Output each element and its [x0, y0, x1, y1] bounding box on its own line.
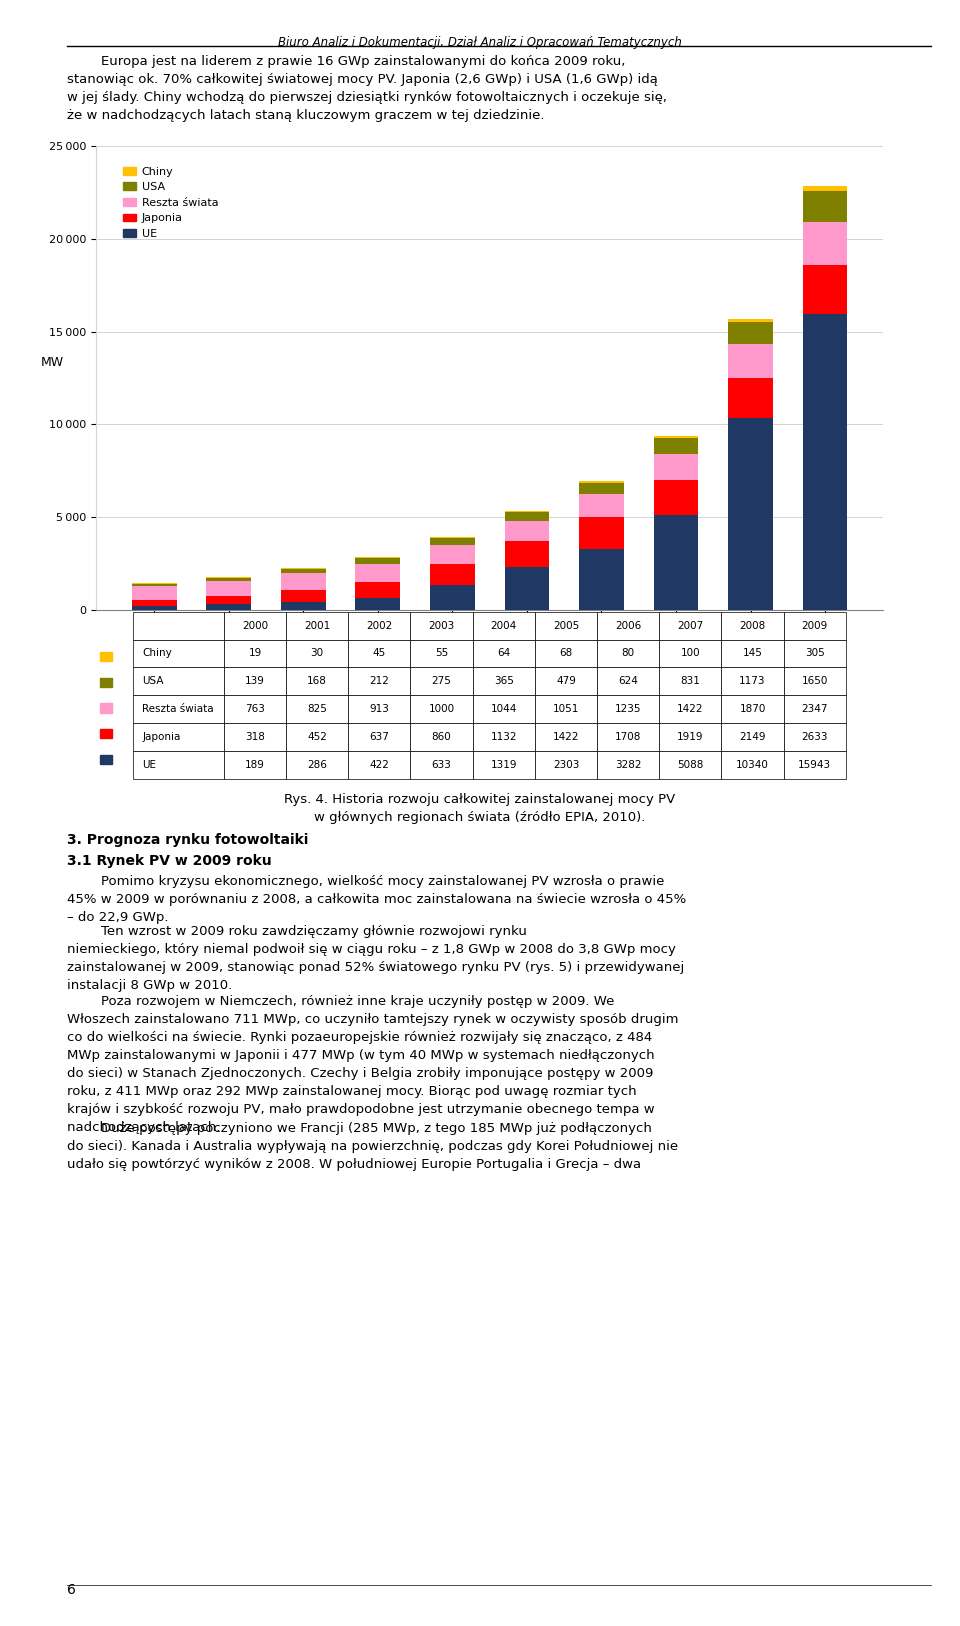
Bar [355, 564, 400, 582]
Bar [132, 600, 177, 606]
Text: Rys. 4. Historia rozwoju całkowitej zainstalowanej mocy PV
w głównych regionach : Rys. 4. Historia rozwoju całkowitej zain… [284, 793, 676, 824]
Bar [132, 606, 177, 610]
Bar [281, 602, 325, 610]
Bar [100, 728, 111, 738]
Bar [803, 221, 848, 265]
Text: Biuro Analiz i Dokumentacji, Dział Analiz i Opracowań Tematycznych: Biuro Analiz i Dokumentacji, Dział Anali… [278, 36, 682, 49]
Bar [654, 480, 698, 515]
Bar [281, 574, 325, 590]
Bar [281, 590, 325, 602]
Bar [728, 418, 773, 610]
Text: Europa jest na liderem z prawie 16 GWp zainstalowanymi do końca 2009 roku,
stano: Europa jest na liderem z prawie 16 GWp z… [67, 55, 667, 122]
Bar [803, 185, 848, 192]
Bar [281, 569, 325, 574]
Bar [430, 564, 474, 585]
Bar [100, 652, 111, 662]
Bar [654, 437, 698, 454]
Text: 3. Prognoza rynku fotowoltaiki: 3. Prognoza rynku fotowoltaiki [67, 833, 308, 847]
Text: 3.1 Rynek PV w 2009 roku: 3.1 Rynek PV w 2009 roku [67, 854, 272, 868]
Bar [132, 587, 177, 600]
Bar [579, 494, 624, 517]
Text: Duże postępy poczyniono we Francji (285 MWp, z tego 185 MWp już podłączonych
do : Duże postępy poczyniono we Francji (285 … [67, 1122, 679, 1171]
Bar [355, 582, 400, 598]
Text: Ten wzrost w 2009 roku zawdzięczamy głównie rozwojowi rynku
niemieckiego, który : Ten wzrost w 2009 roku zawdzięczamy głów… [67, 925, 684, 992]
Y-axis label: MW: MW [41, 356, 64, 369]
Bar [430, 585, 474, 610]
Bar [654, 454, 698, 480]
Text: 6: 6 [67, 1582, 76, 1597]
Bar [505, 522, 549, 541]
Bar [579, 483, 624, 494]
Bar [430, 545, 474, 564]
Bar [803, 314, 848, 610]
Bar [803, 265, 848, 314]
Bar [132, 584, 177, 587]
Bar [728, 379, 773, 418]
Bar [206, 580, 252, 597]
Bar [654, 436, 698, 437]
Bar [579, 550, 624, 610]
Bar [100, 678, 111, 686]
Text: Pomimo kryzysu ekonomicznego, wielkość mocy zainstalowanej PV wzrosła o prawie
4: Pomimo kryzysu ekonomicznego, wielkość m… [67, 875, 686, 924]
Bar [355, 598, 400, 610]
Bar [505, 512, 549, 522]
Bar [579, 517, 624, 550]
Bar [505, 567, 549, 610]
Bar [206, 577, 252, 580]
Bar [206, 597, 252, 605]
Bar [355, 558, 400, 564]
Bar [430, 538, 474, 545]
Bar [206, 605, 252, 610]
Text: Poza rozwojem w Niemczech, również inne kraje uczyniły postęp w 2009. We
Włoszec: Poza rozwojem w Niemczech, również inne … [67, 995, 679, 1133]
Bar [728, 319, 773, 322]
Bar [728, 322, 773, 343]
Bar [100, 754, 111, 764]
Bar [100, 704, 111, 712]
Legend: Chiny, USA, Reszta świata, Japonia, UE: Chiny, USA, Reszta świata, Japonia, UE [117, 161, 224, 244]
Bar [728, 343, 773, 379]
Bar [654, 515, 698, 610]
Bar [803, 192, 848, 221]
Bar [505, 541, 549, 567]
